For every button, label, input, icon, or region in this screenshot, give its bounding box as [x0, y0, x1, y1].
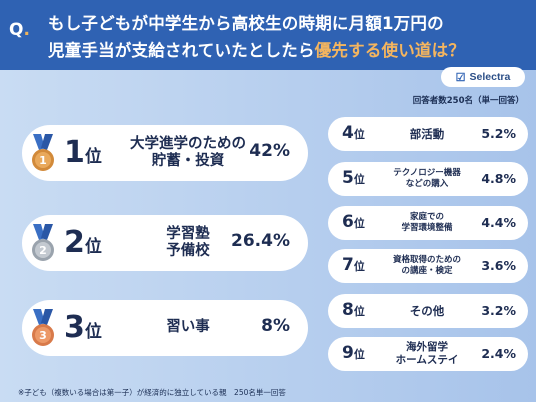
rank-card-3: 3 3位 習い事 8% — [22, 300, 308, 356]
rank-card-6: 6位 家庭での 学習環境整備 4.4% — [328, 206, 528, 240]
rank-card-5: 5位 テクノロジー機器 などの購入 4.8% — [328, 162, 528, 196]
question-title-line2: 児童手当が支給されていたとしたら優先する使い道は？ — [48, 41, 466, 60]
rank-label: 習い事 — [166, 319, 210, 336]
rank-label: テクノロジー機器 などの購入 — [393, 168, 461, 189]
rank-percent: 3.6% — [481, 258, 516, 273]
rank-label: 資格取得のための の講座・検定 — [392, 255, 461, 276]
rank-label: 家庭での 学習環境整備 — [401, 212, 453, 233]
rank-percent: 5.2% — [481, 126, 516, 141]
medal-number: 1 — [39, 154, 47, 167]
rank-label: 部活動 — [409, 126, 445, 141]
rank-percent: 3.2% — [481, 303, 516, 318]
question-mark-label: Q. — [9, 20, 30, 40]
medal-number: 3 — [39, 329, 47, 342]
rank-label: 学習塾 予備校 — [166, 225, 210, 259]
rank-percent: 4.4% — [481, 215, 516, 230]
rank-label: 大学進学のための 貯蓄・投資 — [130, 135, 246, 169]
rank-percent: 42% — [249, 141, 290, 161]
rank-label: 海外留学 ホームステイ — [395, 340, 459, 366]
medal-number: 2 — [39, 244, 47, 257]
respondent-count: 回答者数250名（単一回答） — [412, 96, 524, 106]
rank-card-7: 7位 資格取得のための の講座・検定 3.6% — [328, 249, 528, 283]
rank-percent: 26.4% — [231, 231, 290, 251]
question-title-highlight: 優先する使い道は？ — [314, 41, 466, 60]
brand-logo: ☑ Selectra — [441, 67, 525, 87]
footnote: ※子ども（複数いる場合は第一子）が経済的に独立している親 250名単一回答 — [18, 388, 286, 397]
rank-number: 3位 — [64, 310, 102, 345]
brand-name: Selectra — [469, 71, 511, 83]
rank-number: 1位 — [64, 135, 102, 170]
rank-percent: 4.8% — [481, 171, 516, 186]
rank-card-9: 9位 海外留学 ホームステイ 2.4% — [328, 337, 528, 371]
question-title-line1: もし子どもが中学生から高校生の時期に月額1万円の — [48, 14, 444, 33]
rank-number: 5位 — [342, 168, 365, 188]
rank-number: 8位 — [342, 300, 365, 320]
rank-percent: 8% — [261, 316, 290, 336]
bronze-medal-icon: 3 — [32, 309, 54, 346]
check-icon: ☑ — [455, 71, 466, 84]
rank-card-2: 2 2位 学習塾 予備校 26.4% — [22, 215, 308, 271]
gold-medal-icon: 1 — [32, 134, 54, 171]
rank-number: 7位 — [342, 255, 365, 275]
rank-card-4: 4位 部活動 5.2% — [328, 117, 528, 151]
rank-card-1: 1 1位 大学進学のための 貯蓄・投資 42% — [22, 125, 308, 181]
rank-number: 2位 — [64, 225, 102, 260]
rank-label: その他 — [409, 303, 445, 318]
rank-percent: 2.4% — [481, 346, 516, 361]
rank-number: 6位 — [342, 212, 365, 232]
header-banner: Q. もし子どもが中学生から高校生の時期に月額1万円の 児童手当が支給されていた… — [0, 0, 536, 70]
rank-number: 4位 — [342, 123, 365, 143]
rank-card-8: 8位 その他 3.2% — [328, 294, 528, 328]
silver-medal-icon: 2 — [32, 224, 54, 261]
rank-number: 9位 — [342, 343, 365, 363]
